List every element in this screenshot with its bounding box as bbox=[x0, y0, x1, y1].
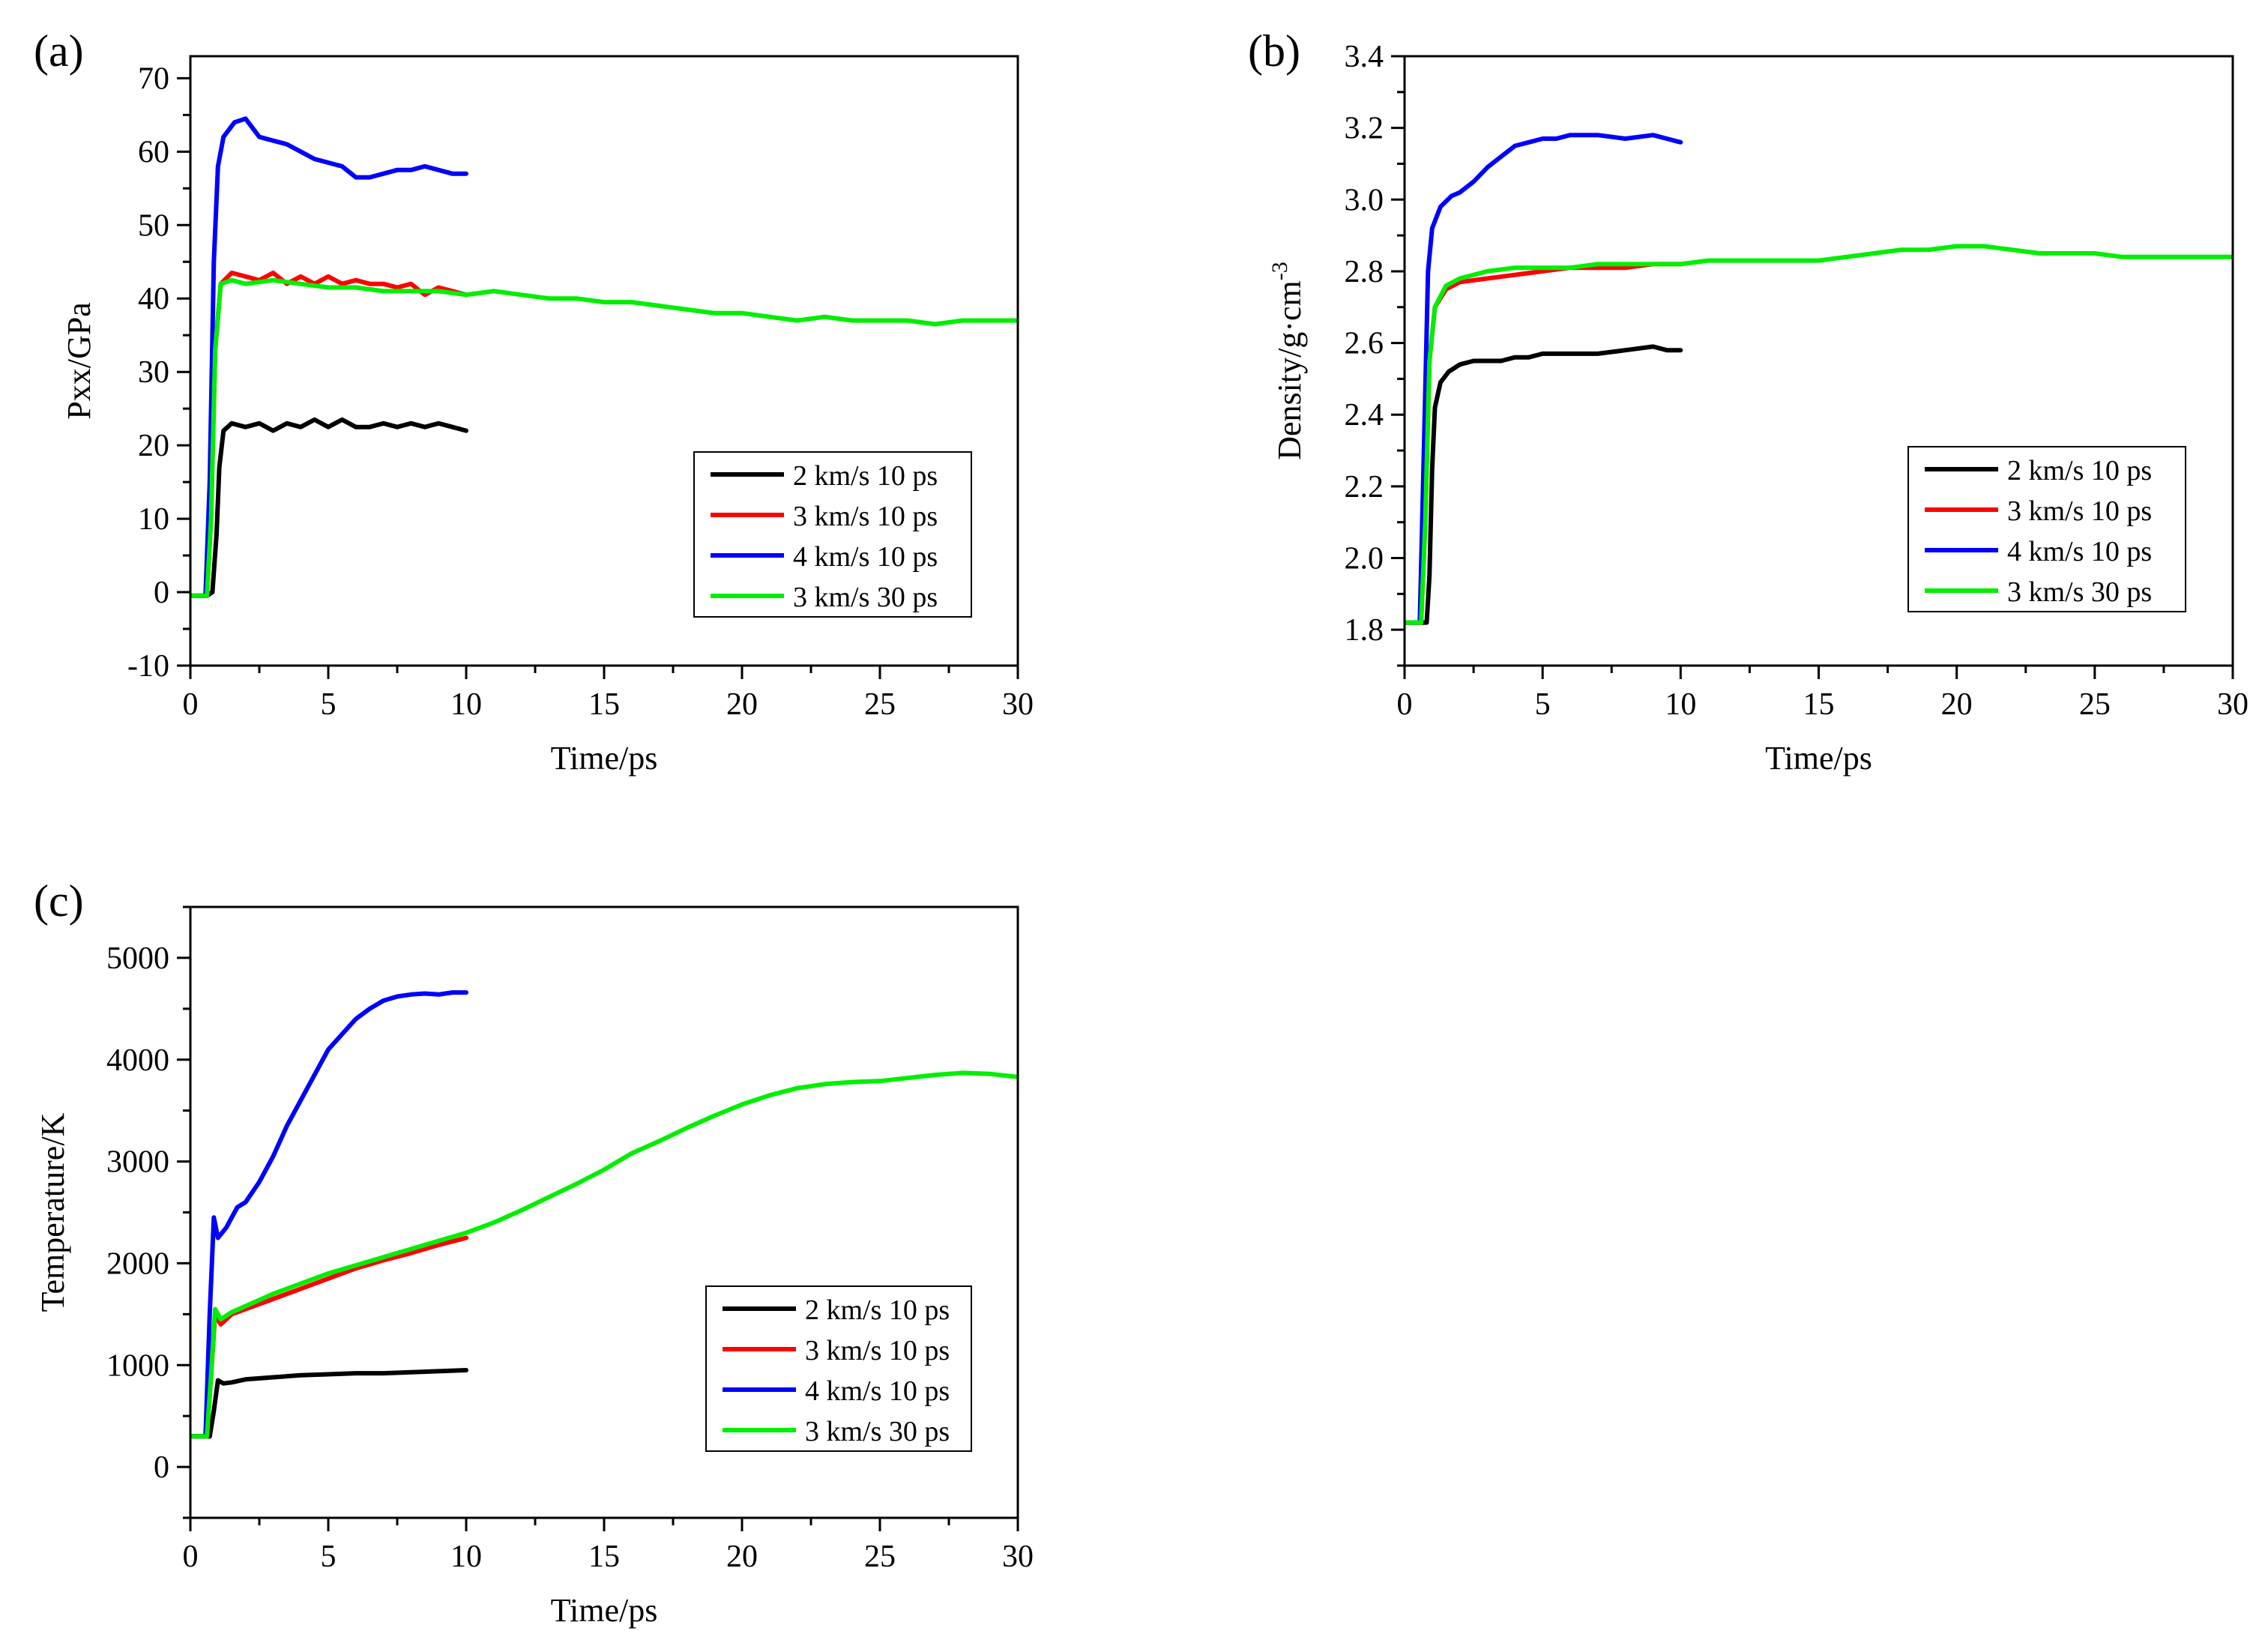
legend-label-4: 3 km/s 30 ps bbox=[793, 582, 938, 613]
series-line-4 bbox=[190, 1070, 1018, 1439]
legend-label-3: 4 km/s 10 ps bbox=[793, 541, 938, 573]
series-line-4 bbox=[190, 277, 1018, 598]
x-tick-label: 20 bbox=[1941, 687, 1973, 722]
x-tick-label: 15 bbox=[588, 687, 620, 722]
legend: 2 km/s 10 ps 3 km/s 10 ps 4 km/s 10 ps 3 km… bbox=[705, 1285, 972, 1452]
series-line-2 bbox=[190, 271, 468, 598]
legend-label-1: 2 km/s 10 ps bbox=[793, 460, 938, 492]
x-tick-label: 10 bbox=[1665, 687, 1696, 722]
y-tick-label: 2.8 bbox=[1345, 255, 1384, 289]
panel-a: 0 5 10 15 20 25 30 -10 0 10 20 30 40 50 60 70 Time/ps Pxx… bbox=[34, 26, 1034, 777]
y-tick-label: 30 bbox=[138, 355, 169, 390]
panel-label: (a) bbox=[34, 26, 84, 76]
legend-box bbox=[693, 451, 972, 618]
legend-label-3: 4 km/s 10 ps bbox=[2007, 536, 2152, 567]
y-tick-label: 1.8 bbox=[1345, 613, 1384, 648]
y-tick-label: 5000 bbox=[106, 941, 169, 976]
legend-label-2: 3 km/s 10 ps bbox=[805, 1335, 950, 1366]
x-tick-label: 5 bbox=[1535, 687, 1551, 722]
y-tick-label: 4000 bbox=[106, 1043, 169, 1078]
y-tick-label: 1000 bbox=[106, 1348, 169, 1383]
x-tick-label: 15 bbox=[588, 1540, 620, 1574]
legend-box bbox=[1907, 446, 2186, 612]
series-line-2 bbox=[190, 1235, 468, 1439]
x-tick-label: 10 bbox=[450, 687, 482, 722]
y-axis-label: Temperature/K bbox=[34, 1112, 71, 1312]
series-line-1 bbox=[190, 1368, 468, 1439]
legend: 2 km/s 10 ps 3 km/s 10 ps 4 km/s 10 ps 3 km… bbox=[1907, 446, 2186, 612]
y-tick-label: 0 bbox=[154, 576, 169, 610]
legend-box bbox=[705, 1285, 972, 1452]
y-tick-label: 0 bbox=[154, 1450, 169, 1485]
y-tick-label: 3.4 bbox=[1345, 40, 1384, 74]
x-tick-label: 5 bbox=[321, 687, 337, 722]
x-tick-label: 30 bbox=[1002, 1540, 1034, 1574]
x-axis-label: Time/ps bbox=[551, 740, 658, 777]
legend-label-4: 3 km/s 30 ps bbox=[805, 1416, 950, 1447]
x-tick-label: 0 bbox=[183, 687, 199, 722]
y-tick-label: 3.2 bbox=[1345, 112, 1384, 146]
y-tick-label: -10 bbox=[127, 649, 169, 684]
panel-label: (b) bbox=[1248, 26, 1300, 76]
y-tick-label: 3000 bbox=[106, 1145, 169, 1180]
y-tick-label: 3.0 bbox=[1345, 183, 1384, 217]
x-axis-label: Time/ps bbox=[1765, 740, 1872, 777]
series-line-4 bbox=[1405, 244, 2233, 625]
x-tick-label: 0 bbox=[183, 1540, 199, 1574]
series-line-3 bbox=[1405, 133, 1683, 625]
y-tick-label: 70 bbox=[138, 61, 169, 96]
y-tick-label: 50 bbox=[138, 208, 169, 243]
x-tick-label: 15 bbox=[1803, 687, 1835, 722]
legend-label-3: 4 km/s 10 ps bbox=[805, 1375, 950, 1407]
y-tick-label: 2.6 bbox=[1345, 327, 1384, 361]
y-tick-label: 10 bbox=[138, 502, 169, 537]
y-axis-label: Density/g·cm-3 bbox=[1267, 262, 1308, 460]
y-tick-label: 60 bbox=[138, 135, 169, 169]
x-tick-label: 10 bbox=[450, 1540, 482, 1574]
y-tick-label: 2000 bbox=[106, 1246, 169, 1281]
y-tick-label: 2.2 bbox=[1345, 470, 1384, 504]
x-tick-label: 25 bbox=[2079, 687, 2111, 722]
legend-label-4: 3 km/s 30 ps bbox=[2007, 576, 2152, 608]
y-axis-label-text: Density/g·cm bbox=[1271, 280, 1308, 460]
x-tick-label: 30 bbox=[2217, 687, 2249, 722]
x-tick-label: 20 bbox=[726, 1540, 758, 1574]
series-line-3 bbox=[190, 990, 468, 1439]
legend-label-1: 2 km/s 10 ps bbox=[805, 1294, 950, 1326]
x-tick-label: 5 bbox=[321, 1540, 337, 1574]
panel-label: (c) bbox=[34, 876, 84, 926]
panel-b: 0 5 10 15 20 25 30 1.8 2.0 2.2 2.4 2.6 2.8 3.0 3.2 3.4 T… bbox=[1248, 26, 2249, 777]
x-tick-label: 30 bbox=[1002, 687, 1034, 722]
panel-c: 0 5 10 15 20 25 30 0 1000 2000 3000 4000 5000 Time/ps… bbox=[34, 876, 1034, 1629]
legend-label-2: 3 km/s 10 ps bbox=[2007, 495, 2152, 527]
y-axis-label-text: Temperature/K bbox=[34, 1112, 71, 1312]
y-axis-label-text: Pxx/GPa bbox=[61, 302, 97, 419]
legend-label-2: 3 km/s 10 ps bbox=[793, 501, 938, 532]
y-tick-label: 2.0 bbox=[1345, 542, 1384, 576]
x-tick-label: 0 bbox=[1397, 687, 1413, 722]
series-line-2 bbox=[1405, 262, 1683, 625]
y-tick-label: 2.4 bbox=[1345, 398, 1384, 432]
y-axis-label-superscript: -3 bbox=[1267, 262, 1292, 280]
y-tick-label: 20 bbox=[138, 429, 169, 463]
x-tick-label: 25 bbox=[864, 687, 896, 722]
series-line-1 bbox=[190, 417, 468, 598]
y-axis-label: Pxx/GPa bbox=[61, 302, 97, 419]
legend: 2 km/s 10 ps 3 km/s 10 ps 4 km/s 10 ps 3 km… bbox=[693, 451, 972, 618]
series-line-1 bbox=[1405, 344, 1683, 625]
legend-label-1: 2 km/s 10 ps bbox=[2007, 455, 2152, 486]
x-tick-label: 25 bbox=[864, 1540, 896, 1574]
y-tick-label: 40 bbox=[138, 282, 169, 316]
series-line-3 bbox=[190, 116, 468, 598]
x-tick-label: 20 bbox=[726, 687, 758, 722]
x-axis-label: Time/ps bbox=[551, 1592, 658, 1629]
